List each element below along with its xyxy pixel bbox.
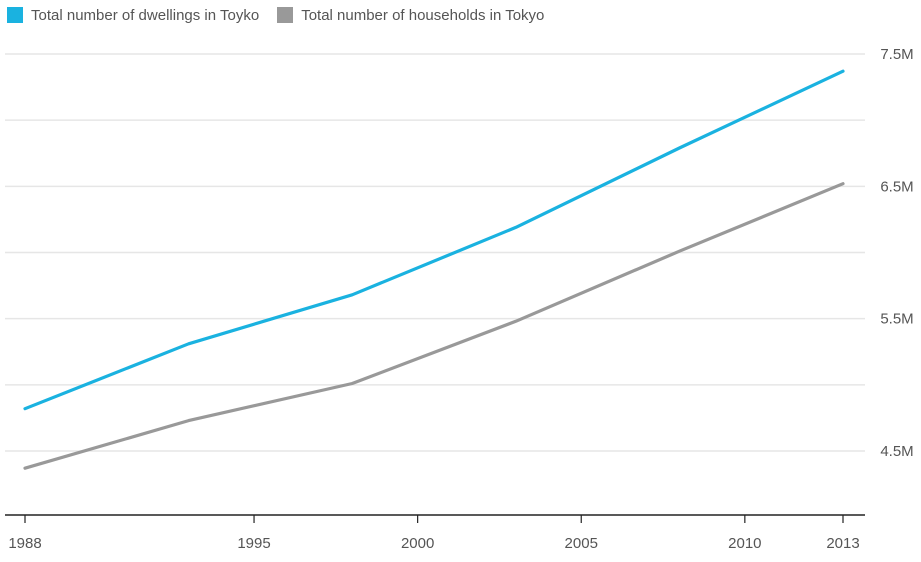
x-tick-label: 2013 [826,535,859,552]
y-tick-label: 4.5M [880,443,913,460]
legend-item-dwellings[interactable]: Total number of dwellings in Toyko [7,7,259,24]
x-tick-label: 2005 [565,535,598,552]
series-line-dwellings [23,69,845,411]
legend-swatch-households [277,7,294,23]
legend-item-households[interactable]: Total number of households in Tokyo [277,7,544,24]
y-tick-label: 7.5M [880,46,913,63]
legend-label-households: Total number of households in Tokyo [301,6,545,24]
x-tick-label: 1995 [237,535,270,552]
x-tick-label: 2000 [401,535,434,552]
x-tick-label: 1988 [8,535,41,552]
x-tick-label: 2010 [728,535,761,552]
y-tick-label: 5.5M [880,311,913,328]
legend-swatch-dwellings [7,7,23,23]
series-line-households [23,182,845,470]
legend-label-dwellings: Total number of dwellings in Toyko [31,6,260,24]
y-tick-label: 6.5M [880,178,913,195]
legend: Total number of dwellings in Toyko Total… [7,4,544,26]
